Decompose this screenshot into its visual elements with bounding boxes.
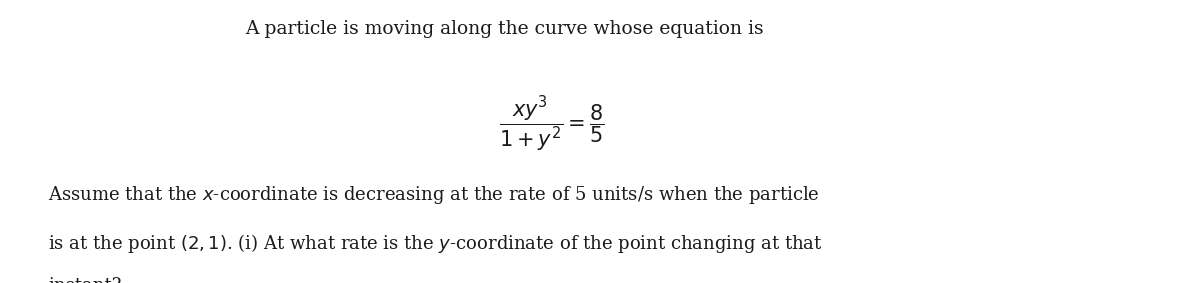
Text: A particle is moving along the curve whose equation is: A particle is moving along the curve who… (245, 20, 763, 38)
Text: is at the point $(2, 1)$. (i) At what rate is the $y$-coordinate of the point ch: is at the point $(2, 1)$. (i) At what ra… (48, 232, 823, 255)
Text: Assume that the $x$-coordinate is decreasing at the rate of 5 units/s when the p: Assume that the $x$-coordinate is decrea… (48, 184, 820, 206)
Text: instant?: instant? (48, 277, 121, 283)
Text: $\dfrac{xy^3}{1+y^2} = \dfrac{8}{5}$: $\dfrac{xy^3}{1+y^2} = \dfrac{8}{5}$ (499, 95, 605, 154)
